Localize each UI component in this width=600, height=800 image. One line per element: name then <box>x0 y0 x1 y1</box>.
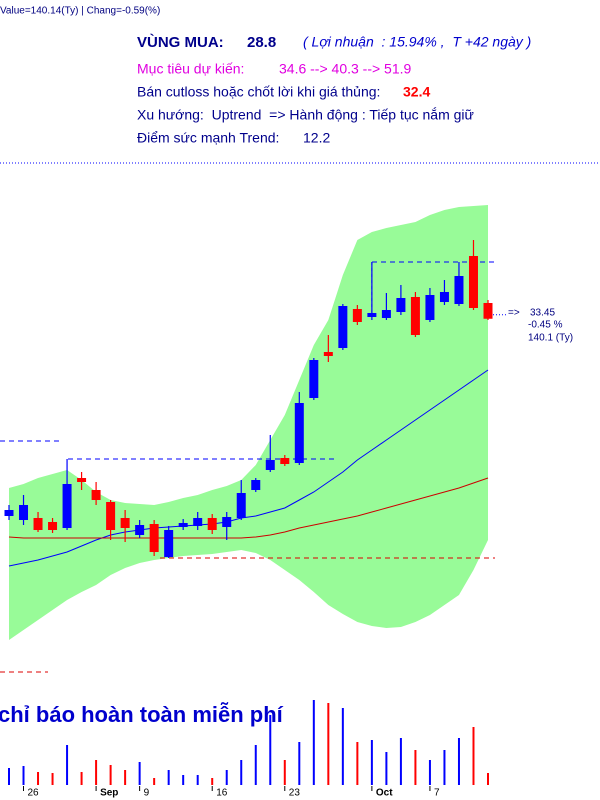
bollinger-band <box>9 205 488 640</box>
profit: ( Lợi nhuận : 15.94% , T +42 ngày ) <box>303 34 531 50</box>
targets: 34.6 --> 40.3 --> 51.9 <box>279 61 412 77</box>
cutloss-label: Bán cutloss hoặc chốt lời khi giá thủng: <box>137 84 380 100</box>
candle-body <box>483 303 493 319</box>
buy-zone-label: VÙNG MUA: <box>137 33 224 51</box>
candle-body <box>352 309 362 322</box>
trend: Xu hướng: Uptrend => Hành động : Tiếp tụ… <box>137 107 474 123</box>
x-tick-label: 16 <box>216 788 228 799</box>
x-tick-label: 9 <box>144 788 150 799</box>
strength-label: Điểm sức mạnh Trend: <box>137 130 279 146</box>
cutloss: 32.4 <box>403 84 430 100</box>
candle-body <box>410 297 420 335</box>
candle-body <box>367 313 377 317</box>
x-tick-label: Sep <box>100 788 118 799</box>
candle-body <box>294 403 304 463</box>
candle-body <box>106 502 116 530</box>
candle-body <box>381 310 391 318</box>
candle-body <box>178 523 188 527</box>
candle-body <box>468 256 478 308</box>
candle-body <box>120 518 130 528</box>
plot <box>0 205 495 673</box>
strength: 12.2 <box>303 130 330 146</box>
candle-body <box>222 517 232 527</box>
candle-body <box>48 522 58 530</box>
candle-body <box>207 518 217 530</box>
candle-body <box>135 525 145 535</box>
x-tick-label: 23 <box>289 788 301 799</box>
candle-body <box>164 530 174 557</box>
candle-body <box>236 493 246 518</box>
status-line: Value=140.14(Ty) | Chang=-0.59(%) <box>0 6 160 17</box>
watermark: chỉ báo hoàn toàn miễn phí <box>0 702 284 727</box>
candle-body <box>251 480 261 490</box>
candle-body <box>338 306 348 348</box>
last-price: 33.45 <box>530 307 555 318</box>
candle-body <box>19 505 29 520</box>
candle-body <box>4 510 14 516</box>
candle-body <box>193 518 203 526</box>
candle-body <box>33 518 43 530</box>
x-tick-label: Oct <box>376 788 393 799</box>
x-tick-label: 7 <box>434 788 440 799</box>
target-label: Mục tiêu dự kiến: <box>137 61 244 77</box>
candle-body <box>439 292 449 302</box>
candle-body <box>149 524 159 552</box>
candle-body <box>62 484 72 528</box>
candle-body <box>454 276 464 304</box>
buy-zone: 28.8 <box>247 34 276 51</box>
candle-body <box>280 458 290 464</box>
candle-body <box>309 360 319 398</box>
x-tick-label: 26 <box>28 788 40 799</box>
candle-body <box>425 295 435 320</box>
candle-body <box>91 490 101 500</box>
last-value: 140.1 (Ty) <box>528 332 573 343</box>
pointer-arrow: => <box>508 307 520 318</box>
candle-body <box>323 352 333 356</box>
candle-body <box>396 298 406 312</box>
candle-body <box>265 460 275 470</box>
moving-average <box>8 369 489 567</box>
moving-average <box>8 477 489 539</box>
last-change: -0.45 % <box>528 319 563 330</box>
candle-body <box>77 478 87 482</box>
